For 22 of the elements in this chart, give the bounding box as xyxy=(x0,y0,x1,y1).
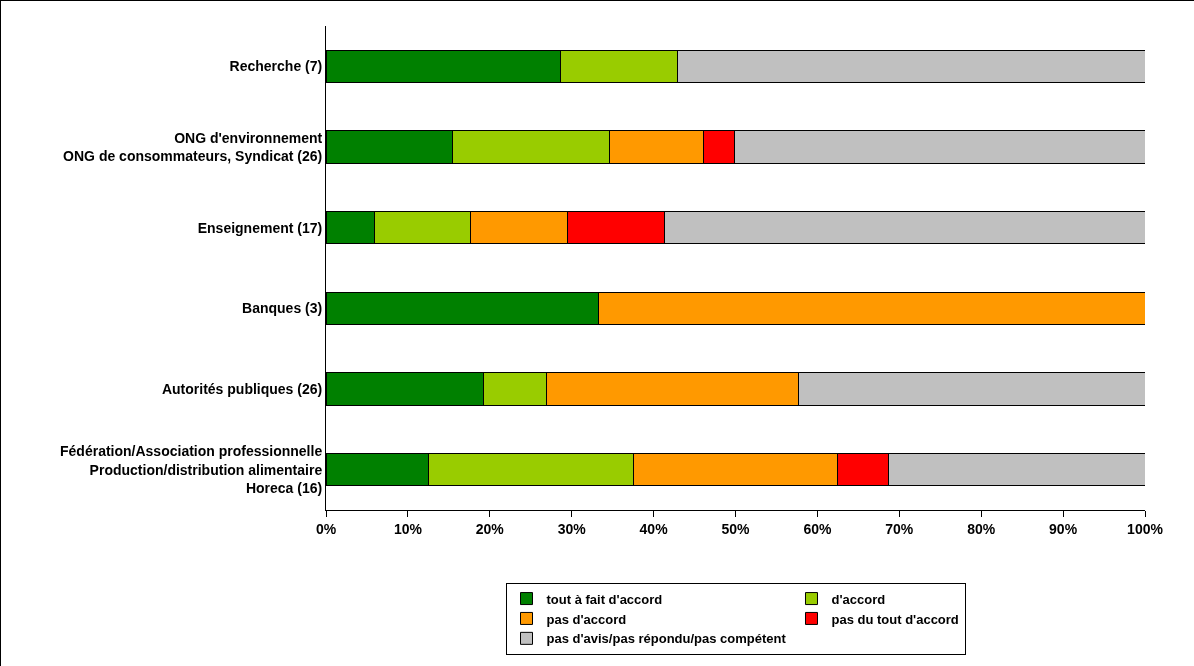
x-tick-label: 0% xyxy=(315,520,337,537)
legend-label: d'accord xyxy=(831,591,886,607)
legend-label: tout à fait d'accord xyxy=(546,591,663,607)
x-tick-label: 80% xyxy=(967,520,996,537)
x-tick-label: 70% xyxy=(885,520,914,537)
y-tick-label: Enseignement (17) xyxy=(197,219,323,236)
y-tick-label: Recherche (7) xyxy=(229,58,323,75)
legend-label: pas d'avis/pas répondu/pas compétent xyxy=(546,631,787,647)
y-tick-label: Autorités publiques (26) xyxy=(161,380,323,397)
x-tick-label: 20% xyxy=(475,520,505,537)
x-tick-label: 40% xyxy=(639,520,669,537)
legend-label: pas du tout d'accord xyxy=(831,611,959,627)
x-tick-label: 50% xyxy=(721,520,751,537)
legend-label: pas d'accord xyxy=(546,611,627,627)
x-tick-label: 90% xyxy=(1049,520,1078,537)
y-tick-label: Fédération/Association professionnelle Production/distribution alimentaire Horeca (16) xyxy=(60,443,323,496)
y-tick-label: Banques (3) xyxy=(242,300,323,317)
x-tick-label: 30% xyxy=(557,520,587,537)
y-tick-label: ONG d'environnement ONG de consommateurs, Syndicat (26) xyxy=(63,129,323,164)
x-tick-label: 60% xyxy=(803,520,832,537)
x-tick-label: 10% xyxy=(393,520,423,537)
x-tick-label: 100% xyxy=(1127,520,1164,537)
